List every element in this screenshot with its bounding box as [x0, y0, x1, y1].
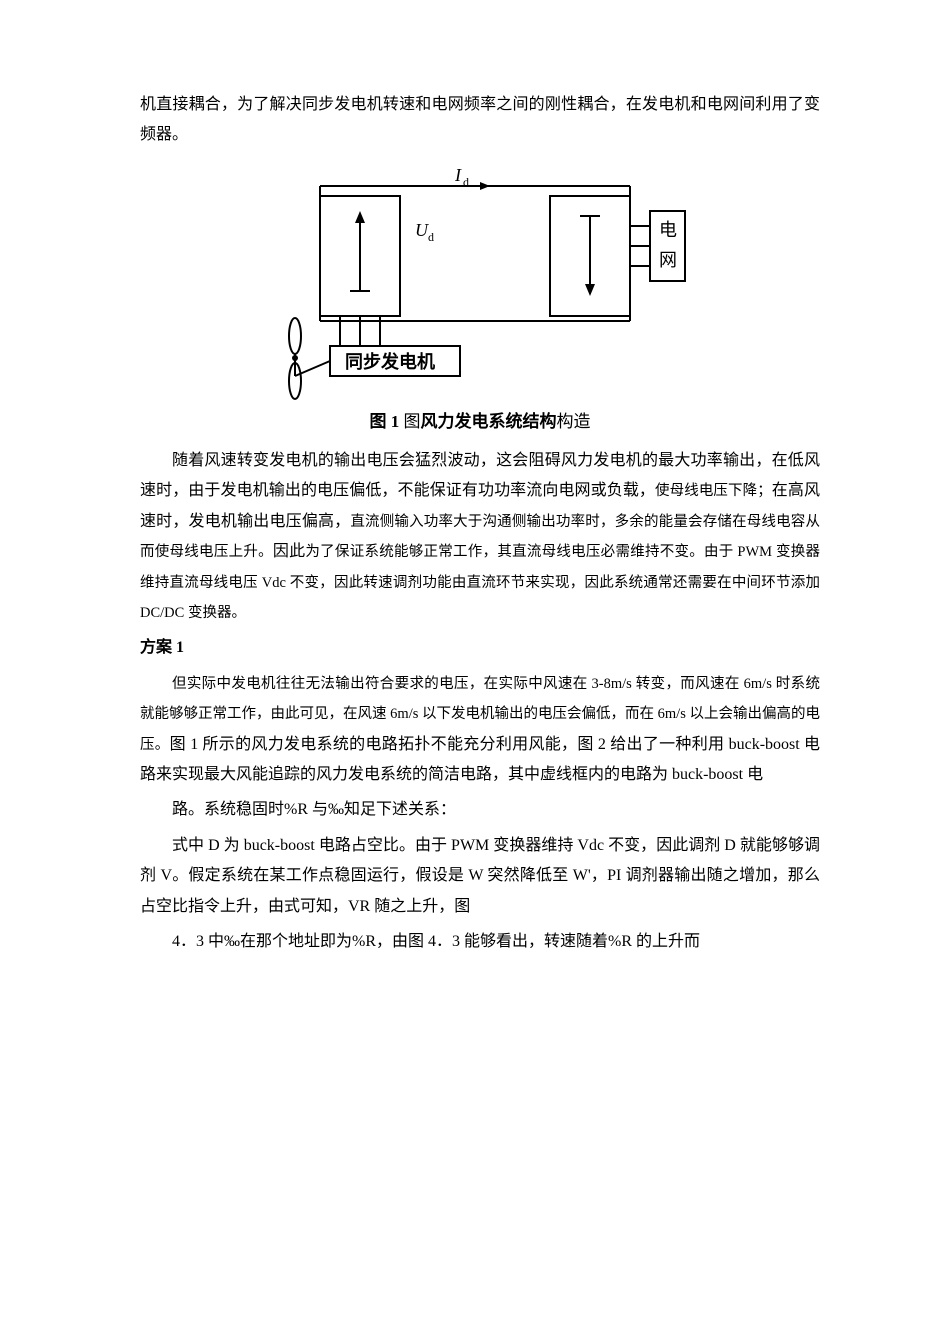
figure-caption: 图 1 图风力发电系统结构构造	[140, 406, 820, 438]
para6: 4．3 中‰在那个地址即为%R，由图 4．3 能够看出，转速随着%R 的上升而	[140, 927, 820, 957]
caption-light: 图	[404, 412, 421, 431]
section1-header: 方案 1	[140, 633, 820, 663]
svg-text:U: U	[415, 220, 429, 240]
svg-text:d: d	[428, 230, 434, 244]
svg-text:电: 电	[659, 220, 677, 240]
circuit-diagram: I d U d 电 网	[270, 161, 690, 401]
caption-prefix: 图 1	[370, 412, 404, 431]
para2: 随着风速转变发电机的输出电压会猛烈波动，这会阻碍风力发电机的最大功率输出，在低风…	[140, 446, 820, 628]
svg-text:d: d	[463, 175, 469, 189]
para5: 式中 D 为 buck-boost 电路占空比。由于 PWM 变换器维持 Vdc…	[140, 831, 820, 922]
svg-text:同步发电机: 同步发电机	[345, 351, 435, 372]
svg-text:网: 网	[659, 250, 677, 270]
para2-small1: 使母线电压下降；	[655, 483, 772, 499]
para2-end: 因此	[273, 543, 306, 560]
para3: 但实际中发电机往往无法输出符合要求的电压，在实际中风速在 3-8m/s 转变，而…	[140, 669, 820, 791]
para4: 路。系统稳固时%R 与‰知足下述关系：	[140, 795, 820, 825]
caption-suffix: 构造	[557, 412, 591, 431]
para3-end: 图 1 所示的风力发电系统的电路拓扑不能充分利用风能，图 2 给出了一种利用 b…	[140, 736, 820, 783]
caption-bold: 风力发电系统结构	[421, 412, 557, 431]
svg-text:I: I	[454, 165, 462, 185]
intro-paragraph: 机直接耦合，为了解决同步发电机转速和电网频率之间的刚性耦合，在发电机和电网间利用…	[140, 90, 820, 151]
